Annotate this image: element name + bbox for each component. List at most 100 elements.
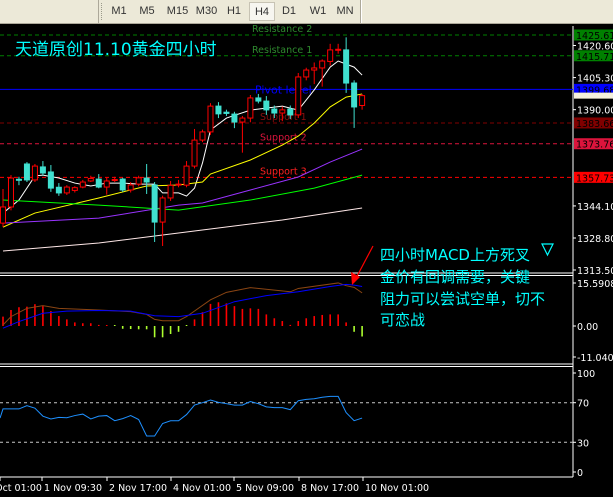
candle-body [319, 60, 326, 69]
timeframe-d1-button[interactable]: D1 [281, 5, 297, 17]
price-tick-label: 1313.50 [577, 266, 613, 277]
price-label: 1357.73 [576, 173, 613, 184]
price-label-box [574, 117, 613, 129]
macd-tick-label: -11.0403 [577, 353, 613, 364]
bearish-candle [343, 37, 350, 93]
price-label-box [574, 138, 613, 150]
candle-body [71, 187, 78, 191]
bearish-candle [351, 80, 358, 128]
price-tick-label: 1405.30 [577, 74, 613, 85]
candle-body [263, 100, 270, 111]
bearish-candle [39, 161, 46, 176]
bullish-candle [103, 177, 110, 195]
candle-body [151, 184, 158, 223]
candle-body [111, 179, 118, 182]
timeframe-toolbar: M1 M5 M15 M30 H1 H4 D1 W1 MN [0, 0, 613, 24]
annotation-line: 金价有回调需要，关键 [380, 268, 530, 286]
axes: 1420.60 1405.30 1390.00 1344.10 1328.80 1313.… [0, 42, 613, 494]
toolbar-grip[interactable] [101, 3, 105, 20]
bullish-candle [311, 62, 318, 85]
candle-body [279, 109, 286, 114]
moving-average-line [2, 148, 363, 224]
timeframe-m1-button[interactable]: M1 [111, 5, 127, 17]
candle-body [359, 95, 366, 106]
bullish-candle [127, 182, 134, 193]
bullish-candle [31, 163, 38, 183]
rsi-tick-label: 30 [577, 438, 589, 449]
candle-body [295, 76, 302, 116]
bullish-candle [303, 67, 310, 81]
candle-body [79, 181, 86, 188]
candle-body [215, 105, 222, 115]
candle-body [287, 108, 294, 116]
bullish-candle [87, 175, 94, 183]
timeframe-mn-button[interactable]: MN [336, 5, 354, 17]
price-tick-label: 1344.10 [577, 202, 613, 213]
level-label: Resistance 1 [252, 45, 312, 56]
annotation-line: 可恋战 [380, 311, 425, 329]
timeframe-h1-button[interactable]: H1 [226, 5, 242, 17]
candle-body [255, 97, 262, 102]
bullish-candle [191, 128, 198, 169]
candle-body [271, 108, 278, 114]
macd-panel [2, 282, 363, 338]
price-label-box [574, 50, 613, 62]
price-label: 1373.76 [576, 140, 613, 151]
candle-body [15, 178, 22, 181]
price-tick-label: 1328.80 [577, 234, 613, 245]
candle-body [327, 49, 334, 62]
bullish-candle [135, 175, 142, 187]
bearish-candle [47, 165, 54, 192]
rsi-panel [0, 395, 573, 443]
bullish-candle [359, 93, 366, 110]
bullish-candle [167, 180, 174, 201]
rsi-tick-label: 0 [577, 468, 583, 479]
price-label: 1399.68 [576, 85, 613, 96]
candle-body [311, 67, 318, 71]
bullish-candle [111, 176, 118, 183]
bullish-candle [63, 185, 70, 196]
candles [0, 37, 366, 246]
candle-body [247, 97, 254, 119]
candle-body [335, 48, 342, 51]
level-label: Pivot level [255, 83, 312, 96]
candle-body [199, 131, 206, 141]
candle-body [175, 183, 182, 186]
time-tick-label: 31 Oct 01:00 [0, 483, 42, 494]
candle-body [191, 139, 198, 167]
candle-body [55, 186, 62, 194]
timeframe-h4-button[interactable]: H4 [249, 2, 275, 21]
rsi-tick-label: 100 [577, 369, 595, 380]
time-tick-label: 5 Nov 09:00 [236, 483, 294, 494]
candle-body [207, 105, 214, 133]
candle-body [0, 206, 6, 224]
timeframe-m15-button[interactable]: M15 [166, 5, 189, 17]
candle-body [87, 177, 94, 182]
candle-body [31, 165, 38, 181]
bearish-candle [231, 111, 238, 129]
level-label: Support 3 [260, 166, 307, 177]
bullish-candle [199, 129, 206, 143]
timeframe-m5-button[interactable]: M5 [139, 5, 155, 17]
bearish-candle [215, 102, 222, 119]
candle-body [127, 184, 134, 191]
price-chart[interactable]: Resistance 2 1425.61 Resistance 1 1415.71 Pi… [0, 24, 613, 497]
timeframe-w1-button[interactable]: W1 [309, 5, 327, 17]
bearish-candle [23, 162, 30, 183]
bearish-candle [287, 105, 294, 120]
macd-tick-label: 15.5908 [577, 279, 613, 290]
price-label-box [574, 29, 613, 41]
rsi-line [0, 395, 363, 437]
bearish-candle [95, 174, 102, 189]
timeframe-m30-button[interactable]: M30 [195, 5, 218, 17]
bullish-candle [207, 103, 214, 135]
candle-body [103, 180, 110, 188]
candle-body [303, 69, 310, 78]
annotation-line: 阻力可以尝试空单，切不 [380, 290, 545, 308]
bearish-candle [271, 105, 278, 119]
chart-title: 天道原创11.10黄金四小时 [15, 40, 217, 60]
macd-line [2, 283, 363, 329]
price-tick-label: 1390.00 [577, 106, 613, 117]
price-tick-label: 1420.60 [577, 42, 613, 53]
bearish-candle [143, 163, 150, 194]
